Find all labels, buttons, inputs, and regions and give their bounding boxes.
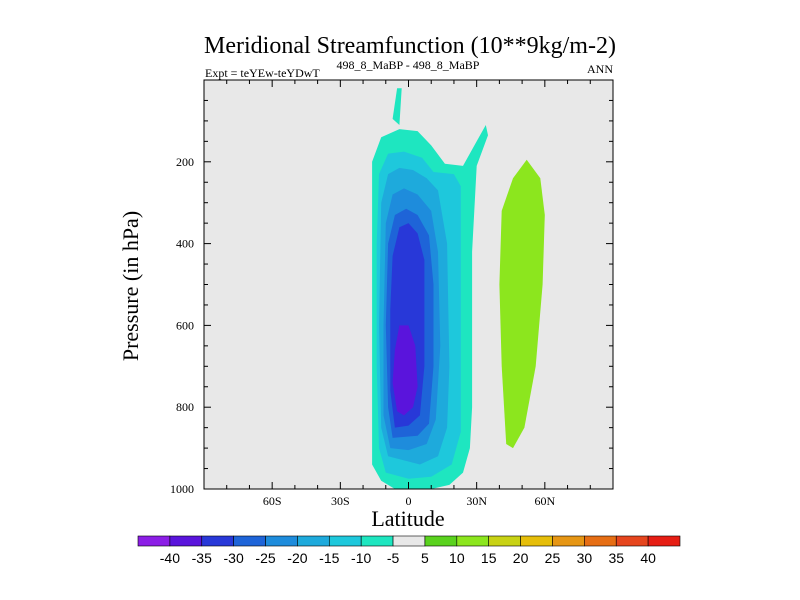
x-axis-label: Latitude — [371, 506, 444, 531]
colorbar-label: 25 — [545, 550, 561, 566]
colorbar-label: -5 — [387, 550, 400, 566]
colorbar-swatch — [328, 535, 362, 547]
colorbar-swatch — [265, 535, 298, 547]
x-tick-label: 30N — [466, 494, 487, 508]
colorbar-label: -35 — [192, 550, 212, 566]
colorbar-label: 20 — [513, 550, 529, 566]
x-tick-label: 30S — [331, 494, 350, 508]
colorbar-swatch — [456, 535, 490, 547]
y-axis-label: Pressure (in hPa) — [118, 211, 143, 361]
colorbar-swatch — [488, 535, 521, 547]
y-tick-label: 800 — [176, 400, 194, 414]
colorbar-swatch — [233, 535, 266, 547]
colorbar-swatch — [392, 535, 426, 547]
x-tick-label: 60S — [263, 494, 282, 508]
colorbar-label: -30 — [224, 550, 244, 566]
y-tick-label: 400 — [176, 237, 194, 251]
y-tick-label: 200 — [176, 155, 194, 169]
contour-regions — [372, 88, 545, 489]
colorbar-swatch — [424, 535, 458, 547]
colorbar-label: -15 — [319, 550, 339, 566]
colorbar-label: 10 — [449, 550, 465, 566]
chart-subtitle-left: Expt = teYEw-teYDwT — [205, 66, 320, 80]
contour-region-negative-cell-m35 — [392, 325, 418, 416]
colorbar-swatch — [201, 535, 234, 547]
colorbar-label: 40 — [640, 550, 656, 566]
colorbar-label: 5 — [421, 550, 429, 566]
colorbar-label: -10 — [351, 550, 371, 566]
colorbar-label: -20 — [287, 550, 307, 566]
plot-area: 60S 30S 0 30N 60N 200 400 600 800 1000 — [170, 79, 614, 508]
colorbar-swatch — [584, 535, 617, 547]
x-tick-label: 0 — [406, 494, 412, 508]
colorbar-label: -25 — [255, 550, 275, 566]
chart-subtitle-right: ANN — [587, 62, 613, 76]
contour-region-positive-cell-10 — [499, 159, 545, 449]
colorbar-label: 35 — [608, 550, 624, 566]
colorbar-swatch — [137, 535, 171, 547]
colorbar-swatch — [520, 535, 553, 547]
contour-region-negative-cell-lower-tail — [392, 88, 402, 125]
colorbar-label: 15 — [481, 550, 497, 566]
colorbar-label: 30 — [577, 550, 593, 566]
colorbar-swatch — [552, 535, 585, 547]
colorbar-label: -40 — [160, 550, 180, 566]
colorbar: -40 -35 -30 -25 -20 -15 -10 -5 5 10 15 20 25 30 35 40 — [137, 535, 681, 566]
y-tick-label: 1000 — [170, 482, 194, 496]
colorbar-swatch — [297, 535, 330, 547]
colorbar-swatch — [360, 535, 394, 547]
chart-subtitle-center: 498_8_MaBP - 498_8_MaBP — [337, 58, 480, 72]
x-tick-label: 60N — [534, 494, 555, 508]
colorbar-swatch — [647, 535, 681, 547]
colorbar-swatch — [169, 535, 203, 547]
chart-title: Meridional Streamfunction (10**9kg/m-2) — [204, 33, 616, 59]
y-tick-label: 600 — [176, 318, 194, 332]
colorbar-swatch — [615, 535, 649, 547]
